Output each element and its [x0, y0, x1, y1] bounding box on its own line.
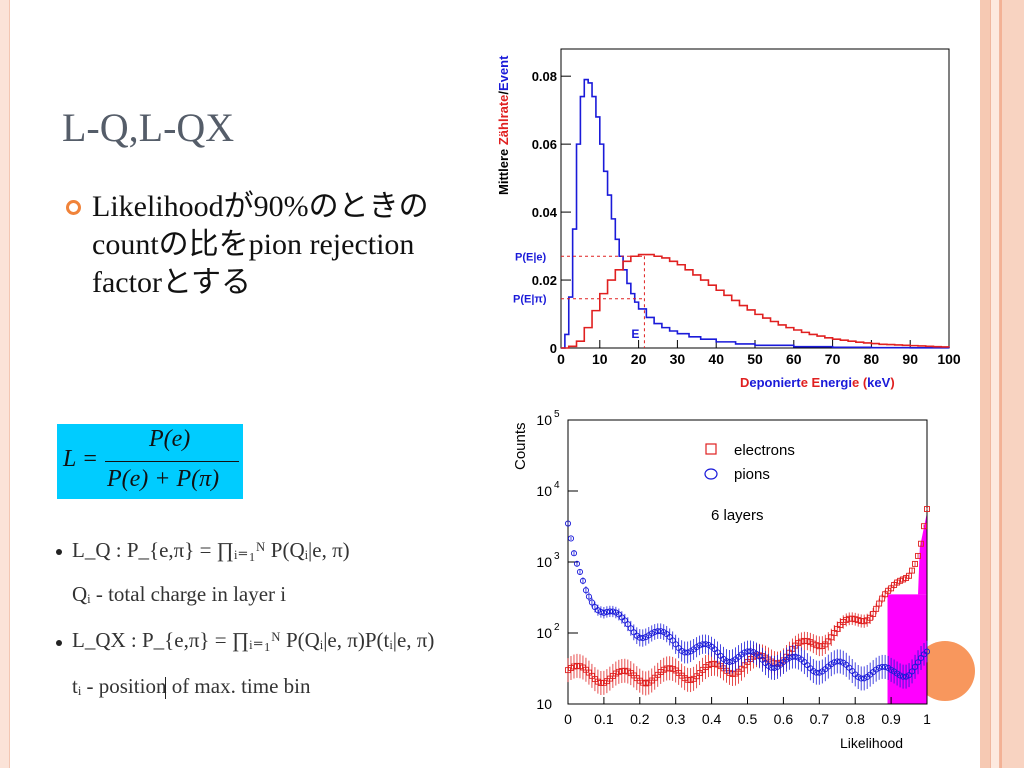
x-tick-label: 0.2 — [630, 711, 650, 727]
y-tick-base: 10 — [536, 412, 552, 428]
x-axis-label: Likelihood — [840, 735, 903, 751]
legend-pions-label: pions — [734, 466, 770, 483]
y-tick-exponent: 4 — [554, 480, 560, 491]
x-tick-label: 0.5 — [738, 711, 758, 727]
x-tick-label: 0.9 — [881, 711, 901, 727]
legend-pions-marker — [705, 469, 717, 479]
x-tick-label: 0.3 — [666, 711, 686, 727]
y-tick-exponent: 3 — [554, 551, 560, 562]
x-tick-label: 0.8 — [845, 711, 865, 727]
legend-electrons-marker — [706, 444, 716, 454]
y-tick-exponent: 5 — [554, 409, 560, 420]
y-tick-base: 10 — [536, 554, 552, 570]
likelihood-distribution-chart: 0 0.1 0.2 0.3 0.4 0.5 0.6 0.7 0.8 0.9 110510410310… — [0, 0, 1024, 768]
y-axis-label: Counts — [512, 422, 529, 470]
y-tick-base: 10 — [536, 696, 552, 712]
layers-note: 6 layers — [711, 507, 764, 524]
x-tick-label: 1 — [923, 711, 931, 727]
x-tick-label: 0.7 — [810, 711, 830, 727]
y-tick-base: 10 — [536, 625, 552, 641]
y-tick-exponent: 2 — [554, 622, 560, 633]
y-tick-base: 10 — [536, 483, 552, 499]
x-tick-label: 0.1 — [594, 711, 614, 727]
x-tick-label: 0.6 — [774, 711, 794, 727]
x-tick-label: 0 — [564, 711, 572, 727]
x-tick-label: 0.4 — [702, 711, 722, 727]
legend-electrons-label: electrons — [734, 442, 795, 459]
